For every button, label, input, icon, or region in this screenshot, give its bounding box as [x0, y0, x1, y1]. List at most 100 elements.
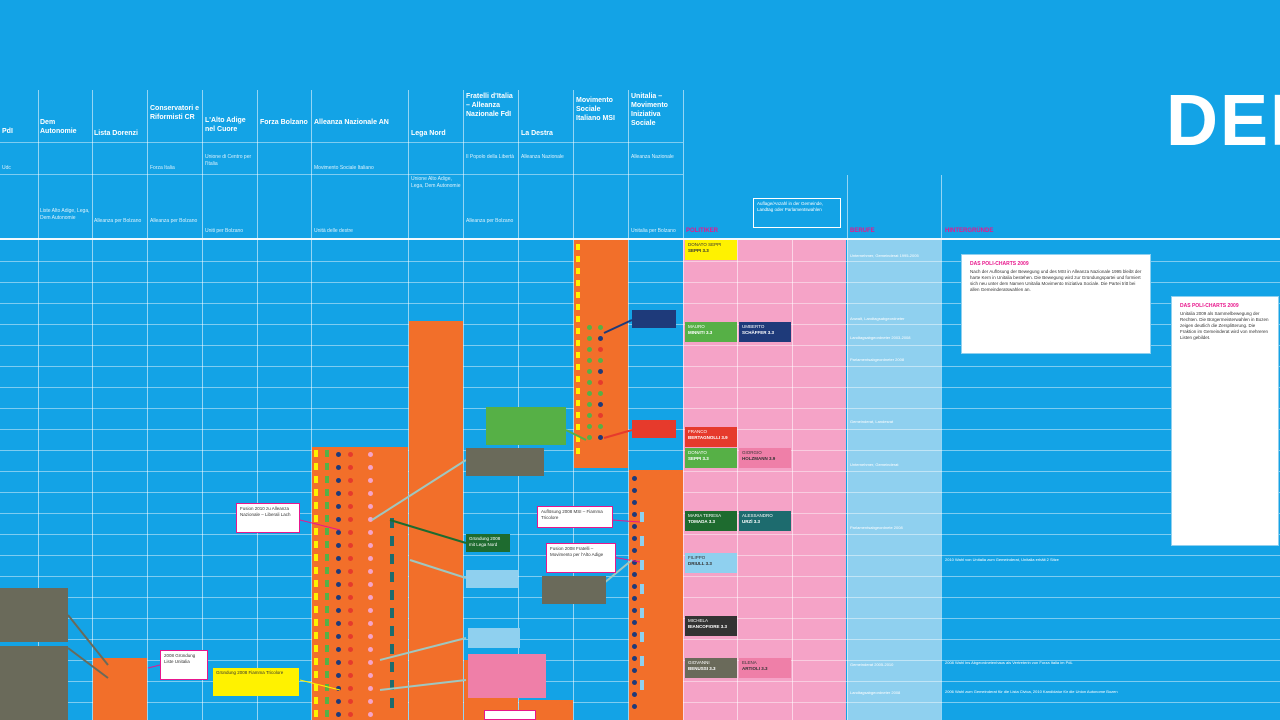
background-note: 2006 Wahl zum Gemeinderat für die Lista …	[945, 689, 1118, 694]
member-dot	[368, 517, 373, 522]
member-dot	[632, 656, 637, 661]
member-tick	[640, 584, 644, 594]
member-dot	[587, 336, 592, 341]
row-line	[0, 387, 1280, 388]
background-note: 2008 Wahl ins Abgeordnetenhaus als Vertr…	[945, 660, 1073, 665]
member-tick	[325, 658, 329, 665]
member-dot	[348, 556, 353, 561]
politician-name: BENUSSI 3.3	[688, 666, 716, 671]
member-tick	[576, 364, 580, 370]
column-header: Conservatori e Riformisti CR	[150, 105, 200, 121]
column-header: Fratelli d'Italia – Alleanza Nazionale F…	[466, 93, 513, 118]
member-dot	[106, 701, 111, 706]
annotation-box: Fusion 2008 Fratelli – Movimento per l'A…	[546, 543, 616, 573]
member-dot	[106, 714, 111, 719]
member-dot	[598, 347, 603, 352]
member-tick	[390, 590, 394, 600]
member-tick	[314, 606, 318, 613]
politician-label: MARIA TERESA	[688, 513, 722, 518]
member-dot	[348, 569, 353, 574]
page-title: DEF	[1166, 81, 1280, 161]
member-tick	[640, 656, 644, 666]
column-footer: Liste Alto Adige, Lega, Dem Autonomie	[40, 208, 90, 221]
member-dot	[632, 596, 637, 601]
member-dot	[106, 688, 111, 693]
member-dot	[336, 452, 341, 457]
member-dot	[348, 530, 353, 535]
member-tick	[390, 554, 394, 564]
politician-label: GIORGIO	[742, 450, 762, 455]
politician-box: DONATO SEPPI 3.3	[685, 448, 737, 468]
info-note: DAS POLI-CHARTS 2009 Nach der Auflösung …	[961, 254, 1151, 354]
member-dot	[632, 572, 637, 577]
member-dot	[368, 543, 373, 548]
member-tick	[576, 256, 580, 262]
member-tick	[640, 536, 644, 546]
member-dot	[336, 478, 341, 483]
member-tick	[314, 528, 318, 535]
member-tick	[325, 502, 329, 509]
column-subheader: Unione di Centro per l'Italia	[205, 154, 252, 167]
column-footer: Unione Alto Adige, Lega, Dem Autonomie	[411, 176, 461, 189]
row-line	[0, 303, 1280, 304]
member-dot	[632, 620, 637, 625]
member-dot	[336, 491, 341, 496]
member-tick	[325, 489, 329, 496]
politician-label: ALESSANDRO	[742, 513, 773, 518]
politician-box: FILIPPO DRIULL 3.3	[685, 553, 737, 573]
column-header: Dem Autonomie	[40, 119, 77, 135]
member-tick	[325, 632, 329, 639]
column-header: Alleanza Nazionale AN	[314, 119, 389, 126]
beruf-label: Unternehmer, Gemeinderat	[850, 462, 899, 467]
member-tick	[640, 632, 644, 642]
section-heading-politiker: POLITIKER	[686, 228, 719, 234]
party-bar-unitalia	[629, 470, 683, 720]
background-note: 2010 Wahl von Unitalia zum Gemeinderat, …	[945, 557, 1059, 562]
member-tick	[576, 280, 580, 286]
party-bar-lega	[409, 321, 463, 720]
member-tick	[325, 593, 329, 600]
member-tick	[314, 450, 318, 457]
member-dot	[632, 668, 637, 673]
annotation-box	[0, 588, 68, 642]
member-dot	[368, 504, 373, 509]
column-header: Movimento Sociale Italiano MSI	[576, 97, 615, 122]
member-tick	[325, 697, 329, 704]
column-subheader: Il Popolo della Libertà	[466, 154, 515, 160]
member-dot	[368, 660, 373, 665]
member-tick	[390, 608, 394, 618]
column-subheader: Forza Italia	[150, 165, 175, 171]
annotation-box: Gründung 2008 mit Lega Nord	[466, 534, 510, 552]
column-footer: Unitalia per Bolzano	[631, 228, 676, 234]
politician-label: GIOVANNI	[688, 660, 710, 665]
member-tick	[325, 476, 329, 483]
member-dot	[368, 699, 373, 704]
member-dot	[598, 358, 603, 363]
annotation-box	[632, 310, 676, 328]
beruf-label: Unternehmer, Gemeinderat 1995-2005	[850, 253, 919, 258]
member-dot	[348, 582, 353, 587]
member-dot	[336, 673, 341, 678]
member-dot	[368, 595, 373, 600]
column-footer: Alleanza per Bolzano	[150, 218, 198, 224]
row-line	[0, 450, 1280, 451]
member-dot	[587, 325, 592, 330]
member-tick	[325, 554, 329, 561]
member-dot	[336, 582, 341, 587]
politician-name: URZÌ 3.3	[742, 519, 761, 524]
row-line	[0, 366, 1280, 367]
member-dot	[348, 465, 353, 470]
column-footer: Unità delle destre	[314, 228, 353, 234]
member-tick	[390, 518, 394, 528]
politician-label: DONATO	[688, 450, 707, 455]
member-tick	[576, 448, 580, 454]
member-tick	[314, 463, 318, 470]
member-dot	[348, 478, 353, 483]
member-dot	[587, 380, 592, 385]
member-dot	[368, 569, 373, 574]
member-dot	[632, 644, 637, 649]
member-dot	[632, 584, 637, 589]
annotation-box: Fusion 2010 zu Alleanza Nazionale – Libe…	[236, 503, 300, 533]
member-dot	[368, 712, 373, 717]
